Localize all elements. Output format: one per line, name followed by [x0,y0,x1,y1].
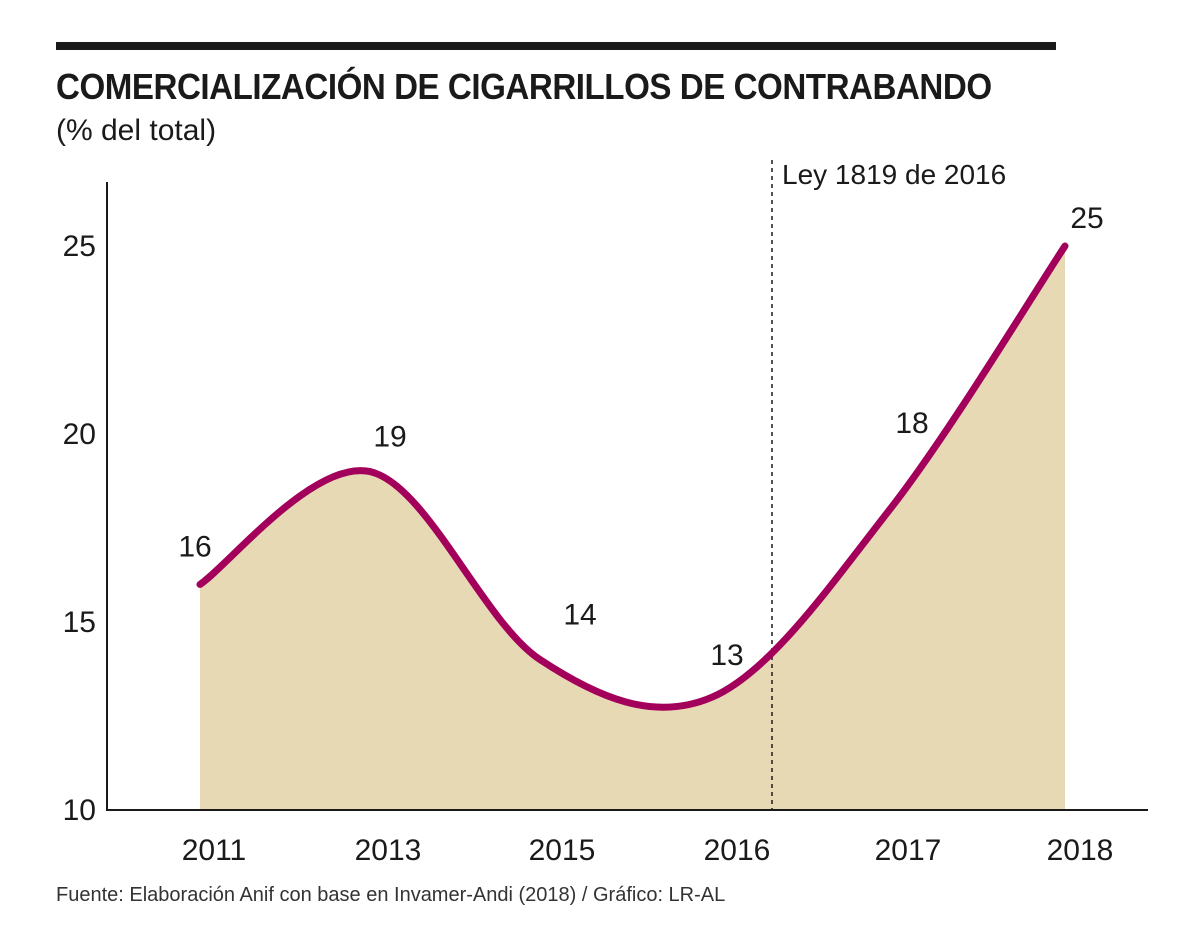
x-tick-label-2011: 2011 [182,834,247,867]
annotation-label: Ley 1819 de 2016 [782,159,1006,190]
x-tick-label-2013: 2013 [355,834,422,867]
data-label-2015: 14 [563,599,596,632]
chart-title: COMERCIALIZACIÓN DE CIGARRILLOS DE CONTR… [56,66,992,107]
source-note: Fuente: Elaboración Anif con base en Inv… [56,884,726,906]
data-label-2013: 19 [373,421,406,454]
area-fill [200,246,1065,810]
x-tick-label-2016: 2016 [704,834,771,867]
y-tick-label-25: 25 [63,230,96,263]
top-rule [56,42,1056,50]
series-line [196,242,1069,711]
x-tick-labels: 2011 2013 2015 2016 2017 2018 [182,834,1114,867]
data-label-2016: 13 [710,639,743,672]
data-label-2011: 16 [178,530,211,563]
x-tick-label-2015: 2015 [529,834,596,867]
data-label-2018: 25 [1070,202,1103,235]
x-tick-label-2017: 2017 [875,834,942,867]
y-tick-label-10: 10 [63,794,96,827]
data-label-2017: 18 [895,407,928,440]
y-tick-label-20: 20 [63,418,96,451]
x-tick-label-2018: 2018 [1047,834,1114,867]
y-tick-labels: 10 15 20 25 [63,230,96,827]
y-tick-label-15: 15 [63,606,96,639]
chart-subtitle: (% del total) [56,114,217,147]
data-labels: 16 19 14 13 18 25 [178,202,1103,672]
